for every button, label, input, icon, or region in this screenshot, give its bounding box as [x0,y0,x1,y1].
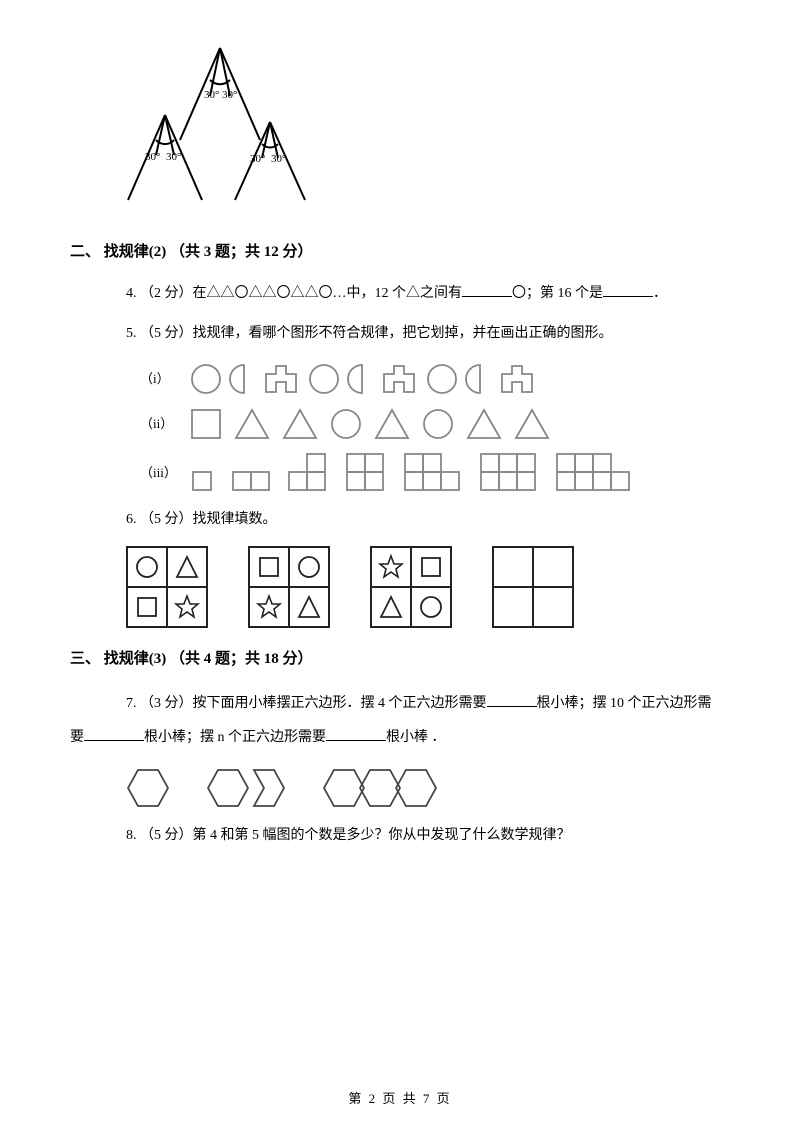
q6-g3-c4 [411,587,451,627]
hex-2 [206,766,286,810]
q5-label-i: （i） [140,367,176,390]
q5-row-ii: （ii） [140,404,730,444]
section-3-heading: 三、 找规律(3) （共 4 题；共 18 分） [70,646,730,673]
q5-label-ii: （ii） [140,412,176,435]
svg-text:30°: 30° [222,89,237,101]
q6-g2-c2 [289,547,329,587]
svg-text:30°: 30° [271,153,286,165]
q7-b: 根小棒；摆 10 个正六边形需 [537,696,712,711]
q5-row-i-svg [188,360,608,398]
q7-d: 根小棒；摆 n 个正六边形需要 [144,730,326,745]
svg-text:30°: 30° [204,89,219,101]
q5-label-iii: （iii） [140,461,177,484]
top-triangle-figure: 30° 30° 30° 30° 30° 30° [110,40,730,219]
q6-grid-3 [370,546,452,628]
q6-grid-4[interactable] [492,546,574,628]
svg-text:30°: 30° [166,151,181,163]
q4-text-c: ． [653,286,667,301]
q5-row-i: （i） [140,360,730,398]
question-4: 4. （2 分）在△△〇△△〇△△〇…中，12 个△之间有 〇；第 16 个是 ． [126,280,730,308]
q6-g4-c1[interactable] [493,547,533,587]
q6-grid-row [126,546,730,628]
q4-text-b: 〇；第 16 个是 [512,286,603,301]
q7-a: 7. （3 分）按下面用小棒摆正六边形．摆 4 个正六边形需要 [126,696,487,711]
q6-g4-c4[interactable] [533,587,573,627]
q6-g4-c2[interactable] [533,547,573,587]
q5-row-iii: （iii） [140,450,730,496]
question-6: 6. （5 分）找规律填数。 [126,506,730,534]
svg-text:30°: 30° [250,153,265,165]
q6-g2-c3 [249,587,289,627]
q5-row-ii-svg [188,404,628,444]
section-2-heading: 二、 找规律(2) （共 3 题；共 12 分） [70,239,730,266]
q6-g4-c3[interactable] [493,587,533,627]
question-5: 5. （5 分）找规律，看哪个图形不符合规律，把它划掉，并在画出正确的图形。 [126,320,730,348]
q7-c: 要 [70,730,84,745]
q6-g3-c2 [411,547,451,587]
q7-blank-3[interactable] [326,727,386,741]
hex-3 [322,766,442,810]
q6-g1-c3 [127,587,167,627]
q5-row-iii-svg [189,450,669,496]
q6-g2-c1 [249,547,289,587]
hex-1 [126,766,170,810]
q7-e: 根小棒 ． [386,730,446,745]
question-8: 8. （5 分）第 4 和第 5 幅图的个数是多少？你从中发现了什么数学规律？ [126,822,730,850]
question-7: 7. （3 分）按下面用小棒摆正六边形．摆 4 个正六边形需要 根小棒；摆 10 … [70,687,730,754]
q6-g1-c1 [127,547,167,587]
q7-blank-2[interactable] [84,727,144,741]
q6-g2-c4 [289,587,329,627]
page-footer: 第 2 页 共 7 页 [0,1087,800,1110]
q6-g1-c4 [167,587,207,627]
q6-grid-2 [248,546,330,628]
q4-blank-1[interactable] [462,283,512,297]
q6-g1-c2 [167,547,207,587]
q6-g3-c3 [371,587,411,627]
svg-text:30°: 30° [145,151,160,163]
triangle-svg: 30° 30° 30° 30° 30° 30° [110,40,330,210]
q6-grid-1 [126,546,208,628]
q7-blank-1[interactable] [487,693,537,707]
q4-text-a: 4. （2 分）在△△〇△△〇△△〇…中，12 个△之间有 [126,286,462,301]
q4-blank-2[interactable] [603,283,653,297]
q6-g3-c1 [371,547,411,587]
q7-hex-row [126,766,730,810]
